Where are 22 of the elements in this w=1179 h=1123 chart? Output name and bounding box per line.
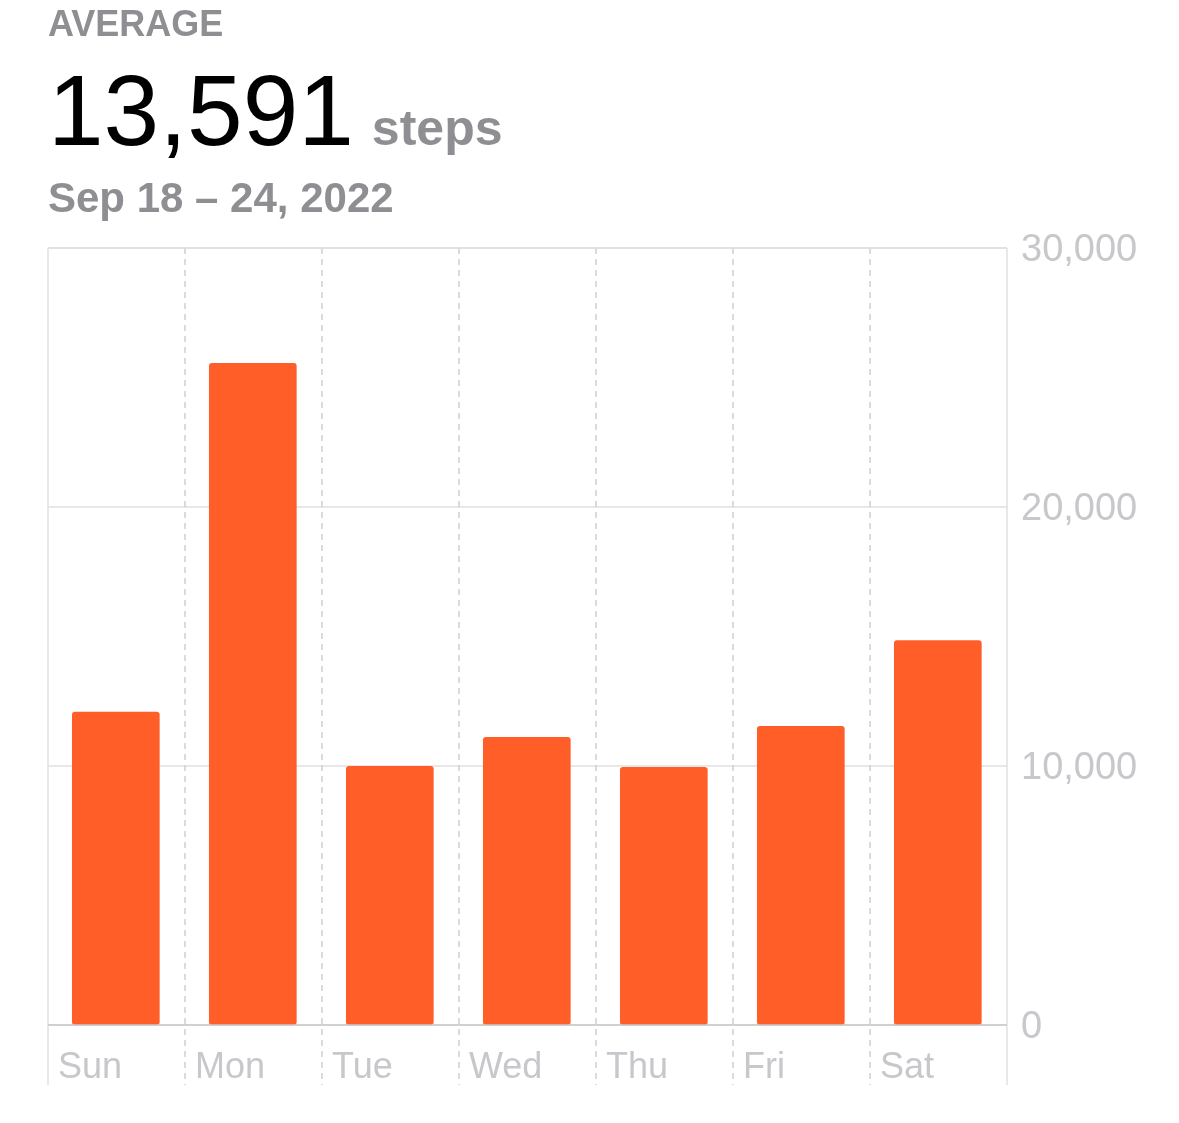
y-tick-label: 20,000 xyxy=(1021,486,1138,529)
bar xyxy=(482,736,571,1025)
bar xyxy=(893,640,982,1025)
x-tick-label: Thu xyxy=(606,1045,669,1086)
bar xyxy=(619,767,708,1025)
y-tick-label: 0 xyxy=(1021,1004,1043,1047)
bar xyxy=(756,726,845,1025)
y-tick-label: 10,000 xyxy=(1021,745,1138,788)
chart-title: AVERAGE xyxy=(48,3,224,44)
x-tick-label: Fri xyxy=(743,1045,785,1086)
x-tick-label: Sun xyxy=(58,1045,123,1086)
x-tick-label: Wed xyxy=(469,1045,543,1086)
x-tick-label: Tue xyxy=(332,1045,393,1086)
x-tick-label: Sat xyxy=(880,1045,935,1086)
bar xyxy=(71,711,160,1025)
y-tick-label: 30,000 xyxy=(1021,227,1138,270)
chart-subtitle: Sep 18 – 24, 2022 xyxy=(48,174,394,221)
text: steps xyxy=(371,100,503,156)
text: 13,591 xyxy=(48,54,354,166)
bar xyxy=(208,363,297,1025)
x-tick-label: Mon xyxy=(195,1045,266,1086)
bar xyxy=(345,766,434,1025)
